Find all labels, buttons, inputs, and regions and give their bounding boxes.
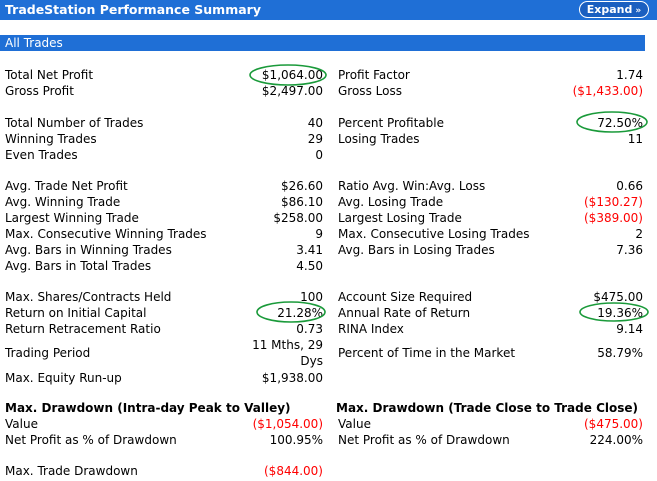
losing-trades-label: Losing Trades	[338, 132, 420, 146]
avg-bars-winning-value: 3.41	[296, 243, 323, 257]
expand-button[interactable]: Expand»	[579, 1, 649, 18]
avg-bars-total-label: Avg. Bars in Total Trades	[5, 259, 152, 273]
even-trades-value: 0	[315, 148, 323, 162]
drawdown-close-title: Max. Drawdown (Trade Close to Trade Clos…	[336, 401, 638, 415]
total-trades-value: 40	[307, 116, 323, 130]
avg-bars-losing-label: Avg. Bars in Losing Trades	[338, 243, 495, 257]
avg-losing-trade-label: Avg. Losing Trade	[338, 195, 444, 209]
account-size-required-label: Account Size Required	[338, 290, 473, 304]
max-trade-drawdown-label: Max. Trade Drawdown	[5, 464, 138, 478]
ratio-avg-win-loss-label: Ratio Avg. Win:Avg. Loss	[338, 179, 486, 193]
avg-trade-net-profit-value: $26.60	[281, 179, 323, 193]
max-consec-losing-label: Max. Consecutive Losing Trades	[338, 227, 530, 241]
drawdown-close-value-label: Value	[338, 417, 371, 431]
rina-index-value: 9.14	[616, 322, 643, 336]
chevron-double-down-icon: »	[635, 6, 642, 16]
trading-period-label: Trading Period	[5, 346, 91, 360]
profit-factor-value: 1.74	[616, 68, 643, 82]
even-trades-label: Even Trades	[5, 148, 78, 162]
drawdown-intraday-value: ($1,054.00)	[252, 417, 323, 431]
max-trade-drawdown-value: ($844.00)	[264, 464, 323, 478]
title-bar: TradeStation Performance Summary Expand»	[0, 0, 657, 20]
ratio-avg-win-loss-value: 0.66	[616, 179, 643, 193]
section-header-all-trades: All Trades	[0, 35, 645, 51]
return-initial-capital-label: Return on Initial Capital	[5, 306, 147, 320]
largest-winning-trade-value: $258.00	[273, 211, 323, 225]
trading-period-value-line2: Dys	[300, 354, 323, 368]
drawdown-intraday-title: Max. Drawdown (Intra-day Peak to Valley)	[5, 401, 291, 415]
drawdown-intraday-value-label: Value	[5, 417, 38, 431]
largest-winning-trade-label: Largest Winning Trade	[5, 211, 139, 225]
winning-trades-value: 29	[307, 132, 323, 146]
drawdown-close-value: ($475.00)	[584, 417, 643, 431]
return-retracement-label: Return Retracement Ratio	[5, 322, 161, 336]
drawdown-intraday-netprofit-value: 100.95%	[269, 433, 323, 447]
annual-rate-return-label: Annual Rate of Return	[338, 306, 471, 320]
total-net-profit-value: $1,064.00	[261, 68, 323, 82]
avg-trade-net-profit-label: Avg. Trade Net Profit	[5, 179, 128, 193]
avg-winning-trade-label: Avg. Winning Trade	[5, 195, 121, 209]
avg-losing-trade-value: ($130.27)	[584, 195, 643, 209]
annual-rate-return-value: 19.36%	[597, 306, 643, 320]
avg-bars-winning-label: Avg. Bars in Winning Trades	[5, 243, 172, 257]
max-consec-winning-label: Max. Consecutive Winning Trades	[5, 227, 207, 241]
return-initial-capital-value: 21.28%	[277, 306, 323, 320]
max-consec-losing-value: 2	[635, 227, 643, 241]
winning-trades-label: Winning Trades	[5, 132, 97, 146]
account-size-required-value: $475.00	[593, 290, 643, 304]
profit-factor-label: Profit Factor	[338, 68, 410, 82]
drawdown-intraday-netprofit-label: Net Profit as % of Drawdown	[5, 433, 177, 447]
gross-profit-label: Gross Profit	[5, 84, 74, 98]
max-equity-runup-value: $1,938.00	[261, 371, 323, 385]
gross-loss-value: ($1,433.00)	[572, 84, 643, 98]
avg-bars-total-value: 4.50	[296, 259, 323, 273]
avg-bars-losing-value: 7.36	[616, 243, 643, 257]
trading-period-value-line1: 11 Mths, 29	[252, 338, 323, 352]
section-title: All Trades	[5, 36, 63, 50]
drawdown-close-netprofit-value: 224.00%	[589, 433, 643, 447]
window-title: TradeStation Performance Summary	[5, 2, 261, 17]
max-shares-held-value: 100	[300, 290, 323, 304]
max-equity-runup-label: Max. Equity Run-up	[5, 371, 122, 385]
losing-trades-value: 11	[627, 132, 643, 146]
percent-time-market-value: 58.79%	[597, 346, 643, 360]
expand-label: Expand	[586, 3, 633, 16]
largest-losing-trade-value: ($389.00)	[584, 211, 643, 225]
return-retracement-value: 0.73	[296, 322, 323, 336]
total-trades-label: Total Number of Trades	[5, 116, 144, 130]
gross-profit-value: $2,497.00	[261, 84, 323, 98]
gross-loss-label: Gross Loss	[338, 84, 402, 98]
total-net-profit-label: Total Net Profit	[5, 68, 94, 82]
largest-losing-trade-label: Largest Losing Trade	[338, 211, 462, 225]
percent-profitable-value: 72.50%	[597, 116, 643, 130]
percent-time-market-label: Percent of Time in the Market	[338, 346, 516, 360]
max-consec-winning-value: 9	[315, 227, 323, 241]
avg-winning-trade-value: $86.10	[281, 195, 323, 209]
percent-profitable-label: Percent Profitable	[338, 116, 444, 130]
drawdown-close-netprofit-label: Net Profit as % of Drawdown	[338, 433, 510, 447]
max-shares-held-label: Max. Shares/Contracts Held	[5, 290, 172, 304]
rina-index-label: RINA Index	[338, 322, 404, 336]
